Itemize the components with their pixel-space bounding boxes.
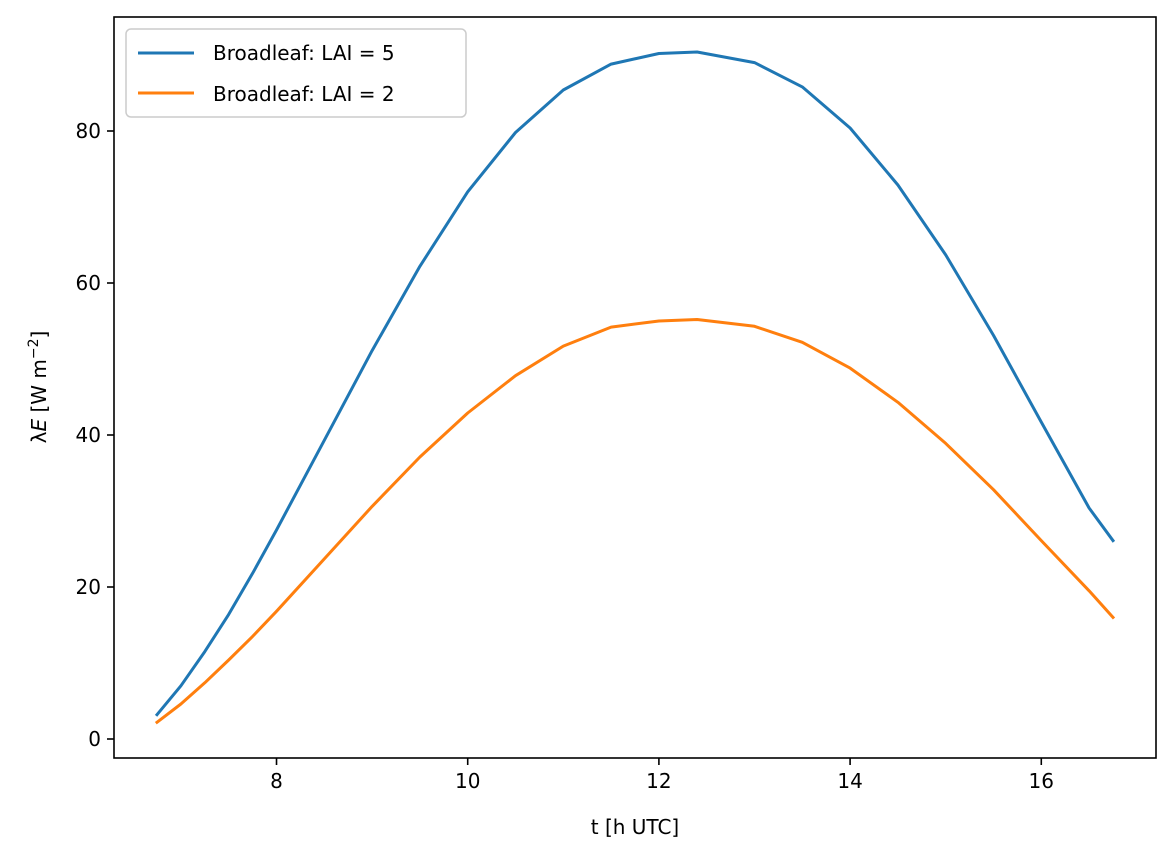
plot-area xyxy=(154,50,1116,725)
x-tick-label-14: 14 xyxy=(837,769,862,793)
y-tick-label-60: 60 xyxy=(76,271,101,295)
y-axis-label: λE [W m−2] xyxy=(26,331,51,444)
y-axis-label-unit: [W m xyxy=(27,359,51,419)
y-axis-label-close: ] xyxy=(27,331,51,339)
y-tick-label-40: 40 xyxy=(76,423,101,447)
legend: Broadleaf: LAI = 5 Broadleaf: LAI = 2 xyxy=(125,28,467,118)
y-axis-label-symbol: λ xyxy=(27,431,51,443)
legend-frame xyxy=(125,28,467,118)
x-tick-label-16: 16 xyxy=(1029,769,1054,793)
y-axis-label-var: E xyxy=(27,419,51,432)
series-line-0 xyxy=(154,50,1116,717)
axes-frame xyxy=(113,16,1157,759)
legend-label-lai-5: Broadleaf: LAI = 5 xyxy=(213,41,395,65)
y-tick-label-80: 80 xyxy=(76,119,101,143)
x-tick-label-8: 8 xyxy=(270,769,283,793)
legend-label-lai-2: Broadleaf: LAI = 2 xyxy=(213,82,395,106)
x-axis-label: t [h UTC] xyxy=(591,815,680,839)
axes: 8 10 12 14 16 0 20 40 60 80 xyxy=(76,16,1157,793)
y-axis-label-sup: −2 xyxy=(26,338,42,359)
x-tick-label-12: 12 xyxy=(646,769,671,793)
y-tick-label-0: 0 xyxy=(88,727,101,751)
x-tick-label-10: 10 xyxy=(455,769,480,793)
y-tick-label-20: 20 xyxy=(76,575,101,599)
series-line-1 xyxy=(154,318,1116,725)
